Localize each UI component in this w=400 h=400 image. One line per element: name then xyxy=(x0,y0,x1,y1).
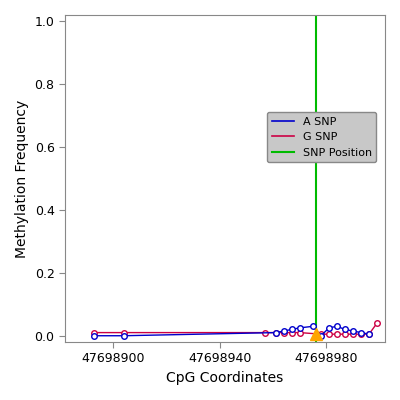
X-axis label: CpG Coordinates: CpG Coordinates xyxy=(166,371,284,385)
Y-axis label: Methylation Frequency: Methylation Frequency xyxy=(15,99,29,258)
Legend: A SNP, G SNP, SNP Position: A SNP, G SNP, SNP Position xyxy=(267,112,376,162)
